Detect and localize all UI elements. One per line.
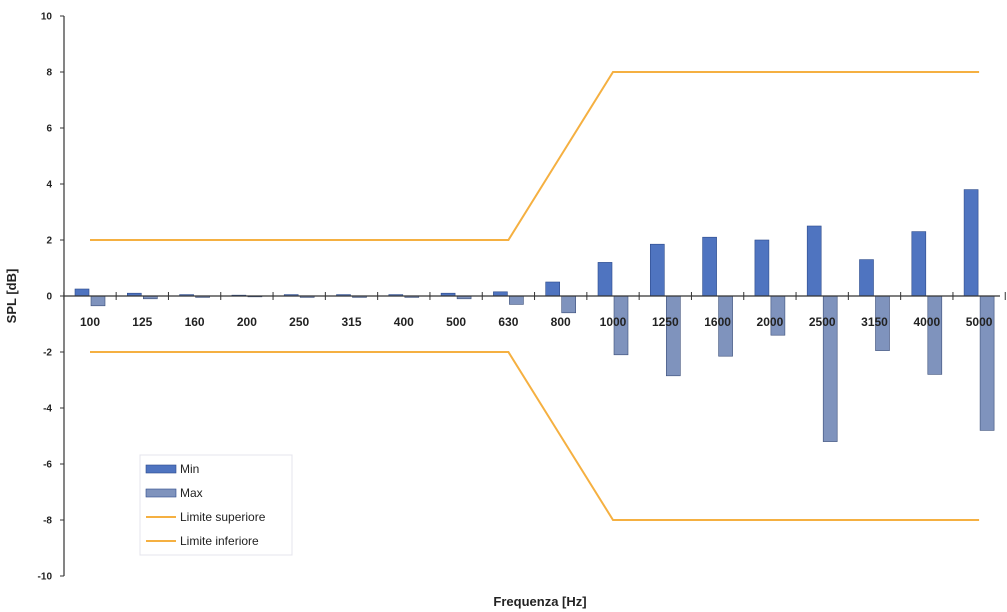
bar-max [927, 295, 943, 375]
bar-max [561, 295, 577, 314]
y-tick-label: 6 [46, 124, 52, 135]
bar-min [806, 225, 822, 297]
bar-min [754, 239, 770, 297]
x-tick-label: 1250 [652, 315, 679, 329]
x-tick-label: 200 [237, 315, 257, 329]
x-tick-label: 2500 [809, 315, 836, 329]
x-tick-label: 1000 [600, 315, 627, 329]
bars [74, 189, 995, 442]
bar-min [597, 262, 613, 297]
y-tick-label: -8 [43, 516, 52, 527]
legend-label: Limite superiore [180, 510, 266, 524]
y-tick-label: 8 [46, 68, 52, 79]
x-tick-label: 2000 [757, 315, 784, 329]
x-tick-label: 160 [185, 315, 205, 329]
legend-label: Min [180, 462, 199, 476]
x-tick-label: 630 [498, 315, 518, 329]
y-tick-label: -6 [43, 460, 52, 471]
line-limite-superiore [90, 71, 980, 241]
y-tick-label: 0 [46, 292, 52, 303]
legend-label: Max [180, 486, 203, 500]
y-tick-label: -10 [38, 572, 53, 583]
bar-min [545, 281, 561, 297]
bar-min [859, 259, 874, 297]
legend: Min Max Limite superiore Limite inferiore [139, 454, 293, 556]
y-tick-label: 4 [46, 180, 52, 191]
x-tick-label: 500 [446, 315, 466, 329]
bar-min [649, 243, 665, 297]
y-tick-label: -2 [43, 348, 52, 359]
bar-min [493, 291, 508, 297]
x-tick-label: 125 [132, 315, 152, 329]
x-tick-label: 315 [341, 315, 361, 329]
bar-min [963, 189, 979, 297]
y-tick-label: 2 [46, 236, 52, 247]
x-tick-label: 3150 [861, 315, 888, 329]
x-tick-label: 5000 [966, 315, 993, 329]
y-tick-label: 10 [41, 12, 53, 23]
x-axis-ticks: 100 125 160 200 250 315 400 500 630 800 1000 1250 16… [63, 292, 1006, 329]
x-tick-label: 800 [551, 315, 571, 329]
bar-max [90, 295, 106, 307]
x-tick-label: 400 [394, 315, 414, 329]
legend-swatch [145, 488, 177, 498]
y-tick-label: -4 [43, 404, 52, 415]
x-tick-label: 1600 [704, 315, 731, 329]
bar-min [911, 231, 927, 297]
legend-label: Limite inferiore [180, 534, 259, 548]
legend-swatch [145, 464, 177, 474]
bar-max [509, 295, 524, 305]
bar-min [702, 236, 717, 297]
x-axis-label: Frequenza [Hz] [493, 594, 586, 609]
limit-lines [90, 71, 980, 521]
x-tick-label: 4000 [913, 315, 940, 329]
x-tick-label: 100 [80, 315, 100, 329]
bar-max [665, 295, 681, 377]
y-axis-label: SPL [dB] [4, 269, 19, 324]
y-axis-ticks: -10 -8 -6 -4 -2 0 2 4 6 8 10 [38, 12, 64, 583]
bar-min [74, 288, 90, 297]
line-limite-inferiore [90, 351, 980, 521]
x-tick-label: 250 [289, 315, 309, 329]
